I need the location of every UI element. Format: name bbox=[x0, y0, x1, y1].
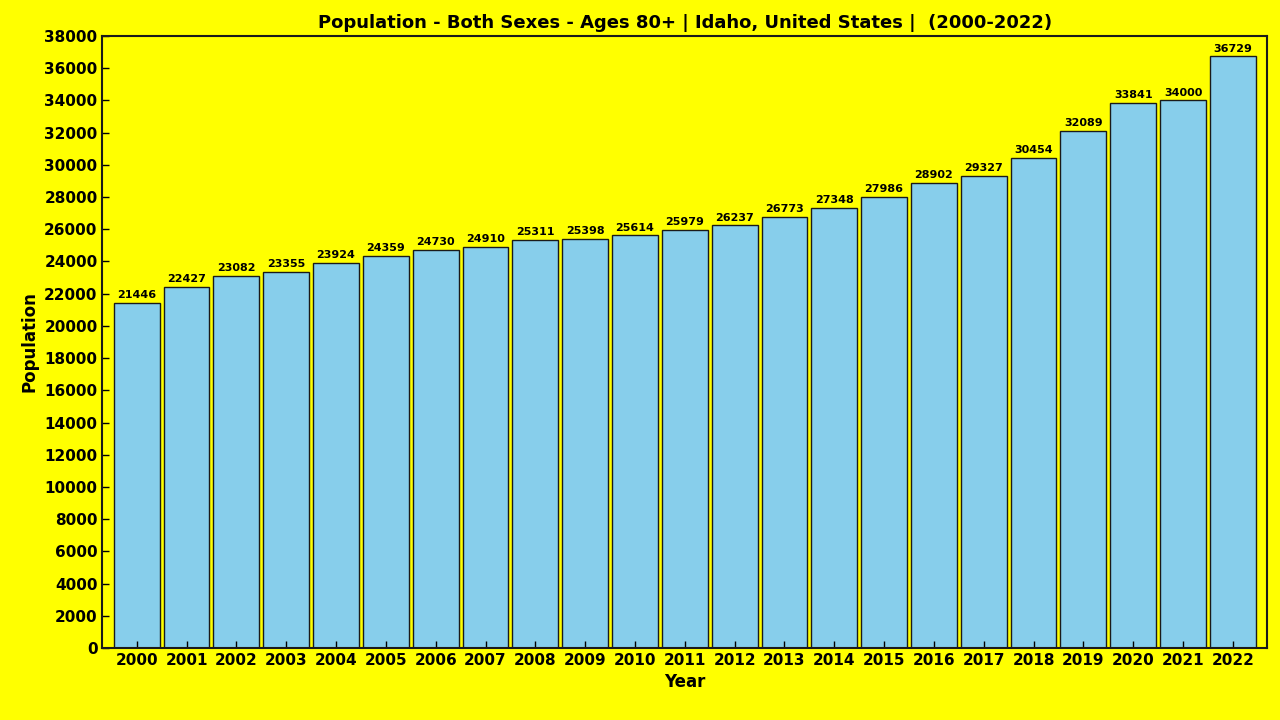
Bar bbox=[1110, 103, 1156, 648]
Text: 29327: 29327 bbox=[964, 163, 1004, 173]
Text: 24359: 24359 bbox=[366, 243, 406, 253]
Bar bbox=[264, 272, 310, 648]
Text: 25398: 25398 bbox=[566, 226, 604, 236]
Bar bbox=[961, 176, 1006, 648]
Text: 21446: 21446 bbox=[118, 289, 156, 300]
Text: 28902: 28902 bbox=[914, 170, 954, 179]
Text: 23082: 23082 bbox=[218, 264, 256, 274]
Text: 30454: 30454 bbox=[1014, 145, 1053, 155]
Bar bbox=[1060, 131, 1106, 648]
Bar bbox=[214, 276, 260, 648]
Bar bbox=[114, 302, 160, 648]
Bar bbox=[512, 240, 558, 648]
Text: 24730: 24730 bbox=[416, 237, 454, 247]
Text: 34000: 34000 bbox=[1164, 88, 1202, 97]
Text: 26773: 26773 bbox=[765, 204, 804, 214]
Bar bbox=[462, 247, 508, 648]
Bar bbox=[364, 256, 408, 648]
Bar bbox=[412, 250, 458, 648]
Bar bbox=[164, 287, 210, 648]
Bar bbox=[314, 263, 358, 648]
Bar bbox=[812, 207, 858, 648]
Y-axis label: Population: Population bbox=[20, 292, 38, 392]
Bar bbox=[1011, 158, 1056, 648]
Text: 23355: 23355 bbox=[268, 259, 306, 269]
Text: 25979: 25979 bbox=[666, 217, 704, 227]
Text: 23924: 23924 bbox=[316, 250, 356, 260]
Bar bbox=[562, 239, 608, 648]
Text: 22427: 22427 bbox=[168, 274, 206, 284]
Text: 32089: 32089 bbox=[1064, 118, 1102, 128]
Text: 27348: 27348 bbox=[815, 194, 854, 204]
Bar bbox=[1210, 56, 1256, 648]
Text: 26237: 26237 bbox=[716, 212, 754, 222]
Bar bbox=[762, 217, 808, 648]
Text: 24910: 24910 bbox=[466, 234, 504, 244]
Text: 36729: 36729 bbox=[1213, 44, 1252, 53]
Text: 27986: 27986 bbox=[864, 184, 904, 194]
Bar bbox=[911, 183, 957, 648]
Text: 25311: 25311 bbox=[516, 228, 554, 238]
Bar bbox=[1160, 100, 1206, 648]
Text: 33841: 33841 bbox=[1114, 90, 1152, 100]
Text: 25614: 25614 bbox=[616, 222, 654, 233]
Bar bbox=[612, 235, 658, 648]
Bar bbox=[712, 225, 758, 648]
X-axis label: Year: Year bbox=[664, 673, 705, 691]
Title: Population - Both Sexes - Ages 80+ | Idaho, United States |  (2000-2022): Population - Both Sexes - Ages 80+ | Ida… bbox=[317, 14, 1052, 32]
Bar bbox=[861, 197, 908, 648]
Bar bbox=[662, 230, 708, 648]
